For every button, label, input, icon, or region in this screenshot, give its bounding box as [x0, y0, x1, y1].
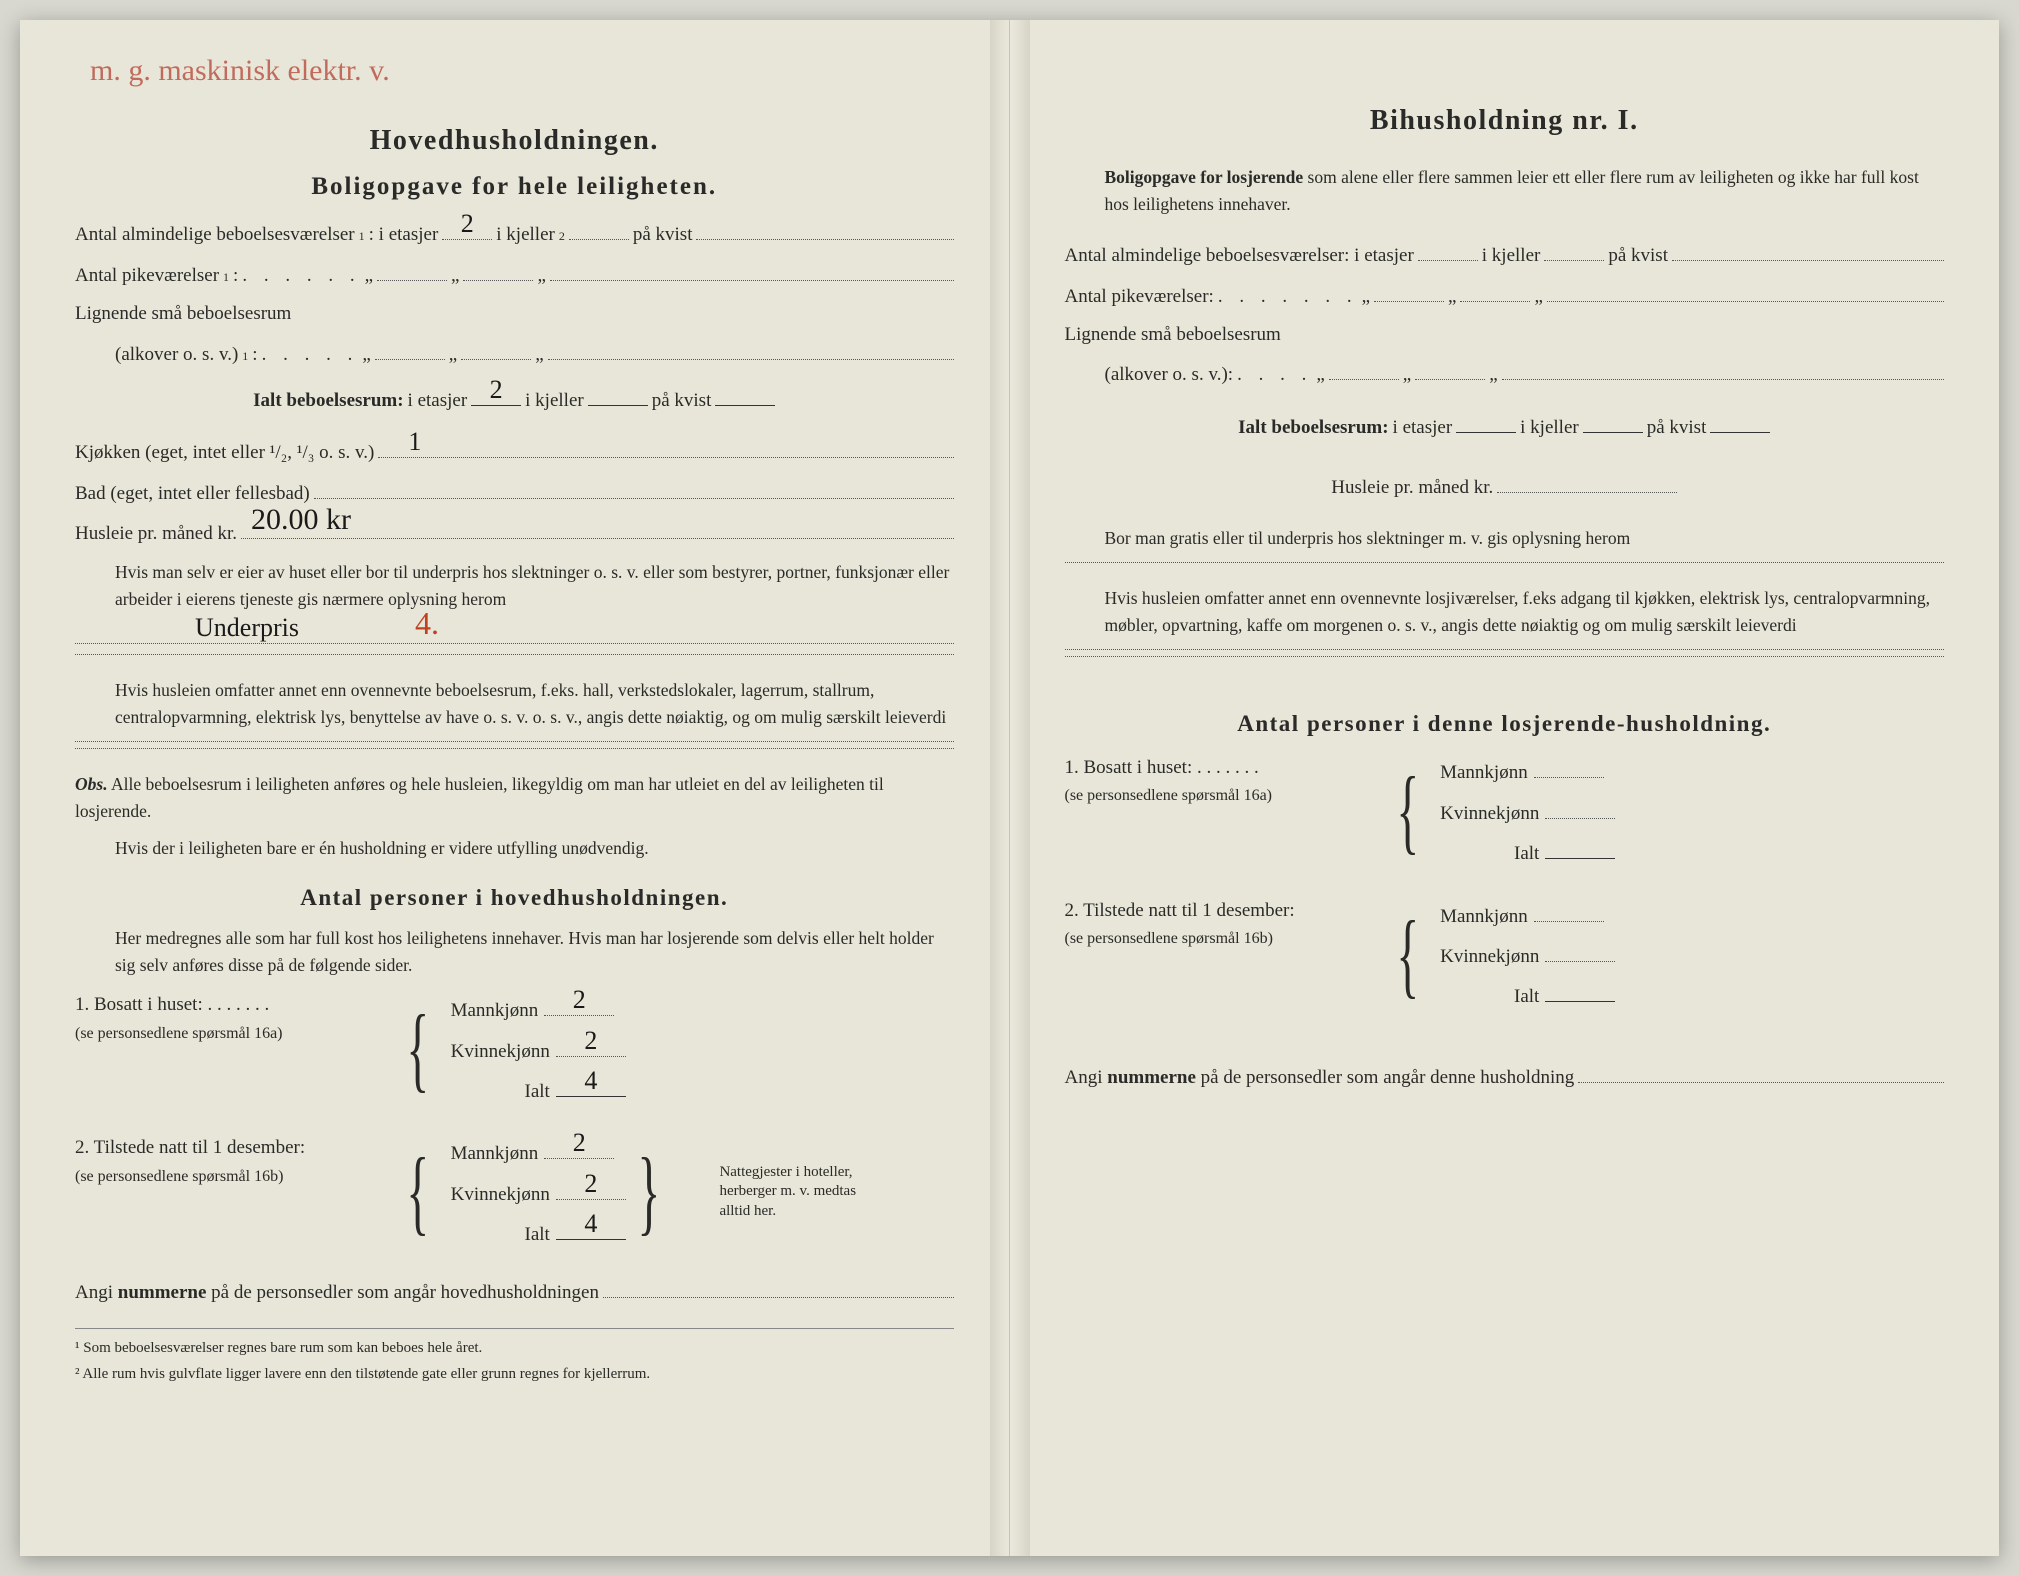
underpris-line: Underpris 4.: [75, 623, 954, 644]
r-tilstede-row: 2. Tilstede natt til 1 desember: (se per…: [1065, 897, 1945, 1012]
right-page: Bihusholdning nr. I. Boligopgave for los…: [1010, 20, 2000, 1556]
brace-icon: {: [1396, 912, 1419, 998]
right-intro: Boligopgave for losjerende som alene ell…: [1105, 164, 1945, 218]
r-alkover-line: (alkover o. s. v.): . . . . „ „ „: [1105, 360, 1945, 390]
gratis-note: Bor man gratis eller til underpris hos s…: [1105, 525, 1945, 552]
ialt-etasjer: 2: [471, 385, 521, 406]
husleie-field: 20.00 kr: [241, 518, 954, 539]
footnotes: ¹ Som beboelsesværelser regnes bare rum …: [75, 1328, 954, 1386]
right-title: Bihusholdning nr. I.: [1065, 100, 1945, 142]
two-page-spread: m. g. maskinisk elektr. v. 6 Hovedhushol…: [20, 20, 1999, 1556]
bosatt-row: 1. Bosatt i huset: . . . . . . . (se per…: [75, 991, 954, 1106]
alkover-line: (alkover o. s. v.)1: . . . . . „ „ „: [115, 339, 954, 369]
tilstede-row: 2. Tilstede natt til 1 desember: (se per…: [75, 1134, 954, 1249]
r-pike-line: Antal pikeværelser: . . . . . . . „ „ „: [1065, 281, 1945, 311]
persons-title-left: Antal personer i hovedhusholdningen.: [75, 881, 954, 916]
angi-line-left: Angi nummerne på de personsedler som ang…: [75, 1278, 954, 1308]
lignende-line: Lignende små beboelsesrum: [75, 300, 954, 329]
kvist-field: [696, 220, 953, 241]
persons-title-right: Antal personer i denne losjerende-hushol…: [1065, 707, 1945, 742]
ialt-line: Ialt beboelsesrum: i etasjer 2 i kjeller…: [75, 385, 954, 415]
red-number-6: 6: [0, 93, 240, 144]
etasjer-field: 2: [442, 220, 492, 241]
left-subtitle: Boligopgave for hele leiligheten.: [75, 168, 954, 206]
bad-line: Bad (eget, intet eller fellesbad): [75, 478, 954, 508]
r-husleie-line: Husleie pr. måned kr.: [1065, 472, 1945, 502]
pike-line: Antal pikeværelser1: . . . . . . „ „ „: [75, 260, 954, 290]
r-ialt-line: Ialt beboelsesrum: i etasjer i kjeller p…: [1065, 412, 1945, 442]
brace-icon: {: [406, 1006, 429, 1092]
angi-line-right: Angi nummerne på de personsedler som ang…: [1065, 1062, 1945, 1092]
nattegjester-note: Nattegjester i hotel­ler, herberger m. v…: [719, 1163, 859, 1222]
left-page: m. g. maskinisk elektr. v. 6 Hovedhushol…: [20, 20, 1010, 1556]
underpris-hand: Underpris: [195, 608, 299, 647]
r-lign-line: Lignende små beboelsesrum: [1065, 321, 1945, 350]
kjokken-line: Kjøkken (eget, intet eller ¹/₂, ¹/₃ o. s…: [75, 438, 954, 468]
obs-note: Obs. Alle beboelsesrum i leiligheten anf…: [75, 771, 954, 825]
eier-note: Hvis man selv er eier av huset eller bor…: [115, 559, 954, 613]
handwritten-note-top: m. g. maskinisk elektr. v. 6: [90, 48, 390, 144]
brace-close-icon: {: [637, 1149, 660, 1235]
rooms-line: Antal almindelige beboelsesværelser1 : i…: [75, 220, 954, 250]
husleie-note: Hvis husleien omfatter annet enn ovennev…: [115, 677, 954, 731]
husleie-line: Husleie pr. måned kr. 20.00 kr: [75, 518, 954, 548]
r-husleie-note: Hvis husleien omfatter annet enn ovennev…: [1105, 585, 1945, 639]
r-rooms-line: Antal almindelige beboelsesværelser: i e…: [1065, 240, 1945, 270]
brace-icon: {: [406, 1149, 429, 1235]
r-bosatt-row: 1. Bosatt i huset: . . . . . . . (se per…: [1065, 754, 1945, 869]
kjokken-field: 1: [378, 438, 953, 459]
brace-icon: {: [1396, 768, 1419, 854]
red-4: 4.: [415, 599, 439, 647]
kjeller-field: [569, 220, 629, 241]
